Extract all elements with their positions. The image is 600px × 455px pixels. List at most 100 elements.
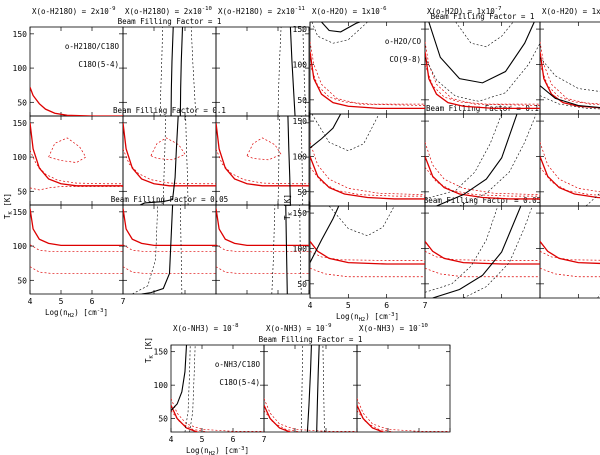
ratio-contour-line — [540, 95, 600, 110]
legend-ratio-label: o-NH3/C18O — [215, 360, 261, 369]
ratio-contour-line — [306, 345, 312, 432]
y-tick-label: 150 — [13, 119, 28, 128]
column-header-abundance: X(o-NH3) = 10-8 — [173, 323, 239, 333]
reference-contour-line — [171, 398, 264, 432]
panel-series-g0-r1-c0 — [30, 122, 123, 191]
column-header-abundance: X(o-H2O) = 1x10-6 — [312, 6, 387, 16]
y-tick-label: 50 — [158, 415, 168, 424]
ratio-contour-line — [428, 22, 535, 84]
legend-reference-label: C18O(5-4) — [219, 378, 260, 387]
ratio-contour-line — [163, 116, 167, 205]
reference-contour-line — [425, 156, 540, 200]
column-header-abundance: X(o-H218O) = 2x10-10 — [125, 6, 213, 16]
reference-contour-line — [540, 41, 600, 105]
ratio-contour-line — [141, 205, 174, 294]
reference-contour-line — [310, 240, 425, 265]
panel-series-g1-r1-c1 — [425, 114, 540, 206]
reference-contour-line — [540, 250, 600, 261]
ratio-contour-line — [139, 116, 179, 205]
reference-contour-line — [310, 250, 425, 261]
column-header-abundance: X(o-H2O) = 1x10-7 — [427, 6, 502, 16]
panel-series-g0-r2-c2 — [216, 205, 309, 294]
panel-series-g1-r1-c2 — [540, 142, 600, 206]
reference-contour-line — [540, 142, 600, 193]
reference-contour-line — [171, 410, 210, 432]
reference-contour-line — [310, 156, 425, 200]
ratio-contour-line — [321, 22, 361, 33]
reference-contour-line — [425, 166, 540, 197]
column-header-abundance: X(o-H218O) = 2x10-11 — [218, 6, 305, 16]
ratio-contour-line — [277, 116, 280, 205]
reference-contour-line — [216, 122, 309, 187]
x-tick-label: 7 — [423, 301, 428, 310]
reference-contour-line — [357, 398, 450, 432]
x-tick-label: 6 — [90, 297, 95, 306]
panel-series-g2-r0-c2 — [357, 398, 450, 432]
row-label-beam-filling: Beam Filling Factor = 0.05 — [111, 195, 228, 204]
reference-contour-line — [123, 148, 216, 185]
y-tick-label: 150 — [13, 30, 28, 39]
panel-frame-g2-r0-c0 — [170, 344, 265, 433]
reference-contour-line — [357, 410, 396, 432]
row-label-beam-filling: Beam Filling Factor = 0.1 — [426, 104, 539, 113]
panel-series-g1-r0-c2 — [540, 41, 600, 110]
reference-contour-line — [216, 208, 309, 247]
y-tick-label: 100 — [13, 64, 28, 73]
y-tick-label: 150 — [154, 348, 169, 357]
panel-series-g0-r1-c1 — [123, 116, 216, 205]
y-tick-label: 50 — [17, 276, 27, 285]
ratio-contour-line — [190, 27, 197, 116]
reference-contour-line — [264, 404, 292, 432]
reference-contour-line — [216, 148, 309, 185]
panel-series-g0-r0-c1 — [159, 27, 197, 116]
ratio-contour-line — [310, 114, 342, 149]
ratio-contour-line — [179, 27, 184, 116]
y-tick-label: 50 — [17, 98, 27, 107]
row-label-beam-filling: Beam Filling Factor = 0.05 — [424, 196, 541, 205]
reference-contour-line — [540, 240, 600, 265]
x-tick-label: 7 — [121, 297, 126, 306]
ratio-contour-line — [311, 22, 368, 44]
reference-contour-line — [425, 41, 540, 106]
reference-contour-line — [171, 404, 199, 432]
reference-contour-line — [30, 208, 123, 247]
ratio-contour-line — [540, 85, 600, 109]
y-tick-label: 100 — [13, 242, 28, 251]
y-tick-label: 150 — [293, 117, 308, 126]
panel-series-g1-r2-c1 — [425, 206, 540, 298]
panel-frame-g2-r0-c2 — [356, 344, 451, 433]
reference-contour-line — [216, 266, 309, 274]
ratio-contour-line — [425, 206, 499, 293]
ratio-contour-line — [289, 27, 296, 116]
panel-frame-g1-r2-c1 — [424, 205, 541, 299]
panel-frame-g0-r1-c1 — [122, 115, 217, 206]
row-label-beam-filling: Beam Filling Factor = 0.1 — [113, 106, 226, 115]
y-axis-label: TK [K] — [283, 194, 294, 220]
panel-series-g1-r1-c0 — [310, 114, 425, 200]
panel-series-g0-r0-c0 — [30, 87, 123, 116]
y-tick-label: 50 — [297, 280, 307, 289]
panel-series-g0-r0-c2 — [277, 27, 307, 116]
x-tick-label: 5 — [200, 435, 205, 444]
y-tick-label: 150 — [293, 25, 308, 34]
reference-contour-line — [540, 64, 600, 105]
ratio-contour-line — [322, 345, 325, 432]
ratio-contour-line — [310, 206, 340, 263]
x-axis-label: Log(nH2) [cm-3] — [336, 312, 399, 323]
reference-contour-line — [30, 87, 123, 116]
panel-series-g1-r0-c0 — [310, 22, 425, 109]
panel-frame-g0-r0-c1 — [122, 26, 217, 117]
ratio-contour-line — [311, 114, 380, 152]
reference-contour-line — [264, 398, 357, 432]
reference-contour-line — [540, 156, 600, 199]
reference-contour-line — [357, 404, 385, 432]
row-label-beam-filling: Beam Filling Factor = 1 — [259, 335, 363, 344]
ratio-contour-line — [287, 116, 291, 205]
x-tick-label: 4 — [28, 297, 33, 306]
reference-contour-line — [123, 122, 216, 187]
reference-contour-line — [264, 410, 303, 432]
y-tick-label: 50 — [17, 187, 27, 196]
ratio-contour-line — [316, 345, 320, 432]
ratio-contour-line — [425, 43, 540, 102]
